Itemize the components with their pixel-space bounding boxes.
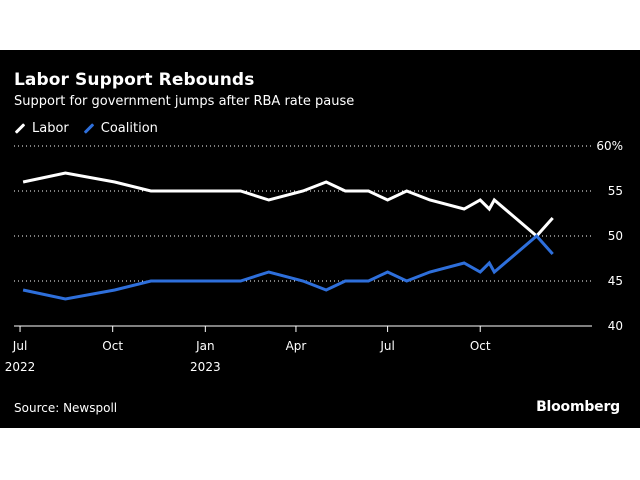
bloomberg-logo: Bloomberg	[536, 399, 620, 415]
x-axis	[14, 325, 592, 332]
y-tick-label-60: 60%	[596, 139, 623, 153]
legend-label-coalition: Coalition	[100, 121, 158, 136]
x-tick-label-0: Jul	[12, 339, 27, 353]
x-tick-label-5: Oct	[470, 339, 491, 353]
x-tick-label-3: Apr	[286, 339, 307, 353]
legend-item-labor: Labor	[14, 121, 69, 136]
line-chart: 40 45 50 55 60% Jul 2022 Oct Jan 2023 Apr Jul Oct	[5, 139, 623, 374]
series-line-coalition	[22, 233, 554, 301]
chart-subtitle: Support for government jumps after RBA r…	[14, 94, 355, 109]
chart-card: Labor Support Rebounds Support for gover…	[0, 50, 640, 428]
legend-label-labor: Labor	[32, 121, 69, 136]
y-tick-label-55: 55	[608, 184, 623, 198]
legend-item-coalition: Coalition	[83, 121, 158, 136]
x-tick-label-4: Jul	[379, 339, 394, 353]
x-axis-labels: Jul 2022 Oct Jan 2023 Apr Jul Oct	[5, 339, 491, 374]
x-tick-label-2: Jan	[195, 339, 215, 353]
x-tick-label-1: Oct	[102, 339, 123, 353]
y-axis-labels: 40 45 50 55 60%	[596, 139, 623, 333]
y-tick-label-40: 40	[608, 319, 623, 333]
x-tick-sublabel-2: 2023	[190, 360, 221, 374]
series-lines	[22, 171, 554, 301]
y-tick-label-45: 45	[608, 274, 623, 288]
source-note: Source: Newspoll	[14, 401, 118, 415]
x-tick-sublabel-0: 2022	[5, 360, 36, 374]
series-line-labor	[22, 171, 554, 239]
chart-legend: Labor Coalition	[14, 121, 172, 136]
y-tick-label-50: 50	[608, 229, 623, 243]
chart-title: Labor Support Rebounds	[14, 70, 255, 90]
